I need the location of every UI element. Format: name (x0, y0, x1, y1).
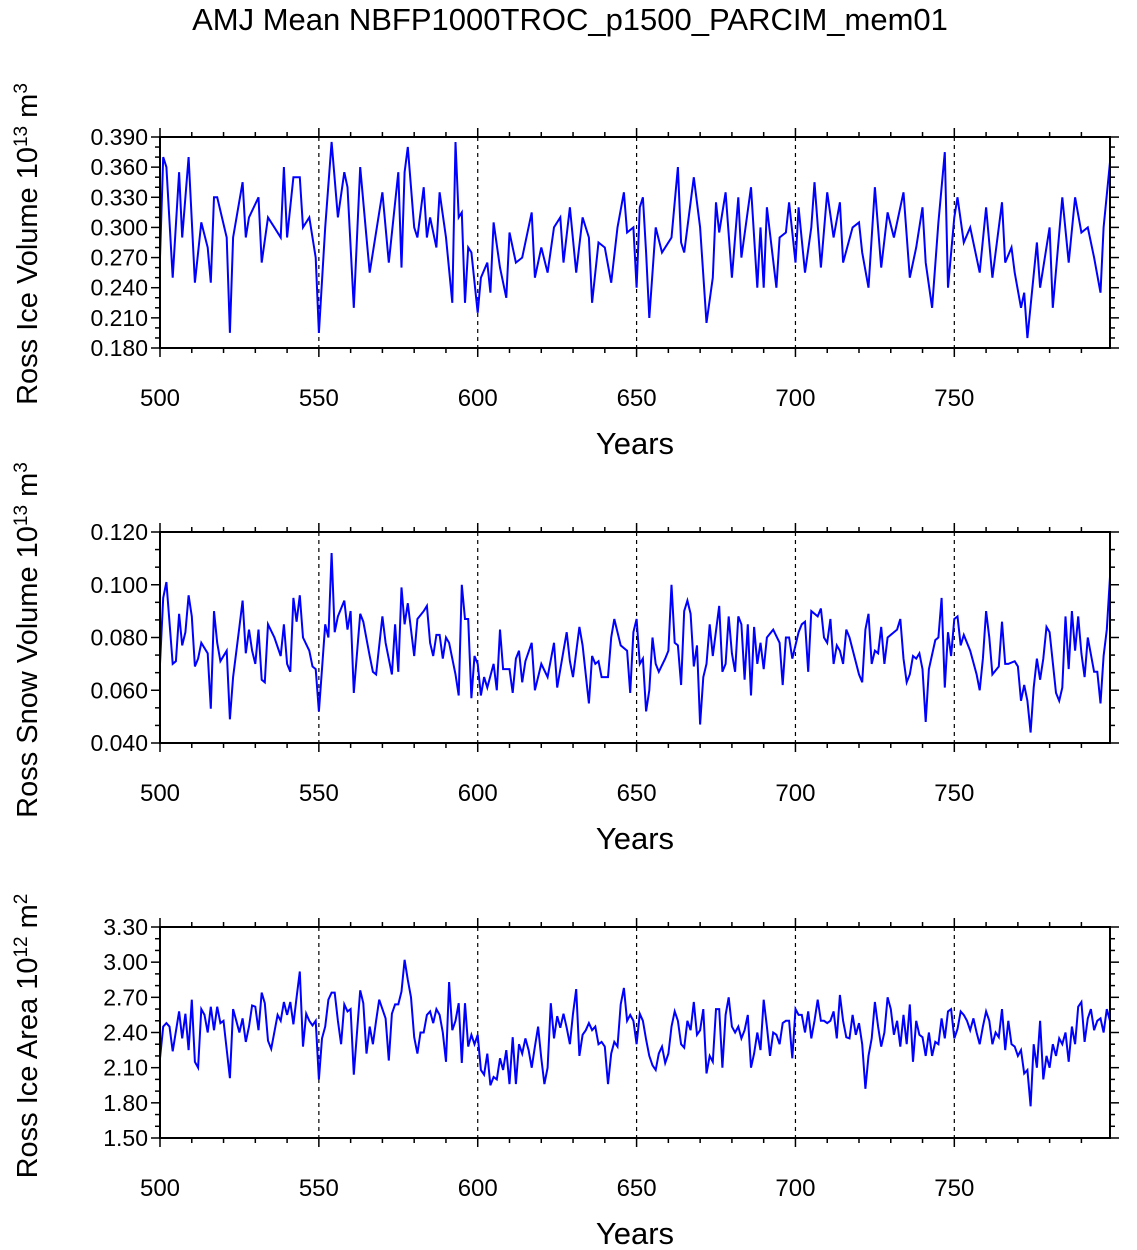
y-tick-label: 0.360 (90, 154, 148, 180)
x-tick-label: 700 (775, 385, 815, 412)
label-part: Ross Ice Area 10 (12, 958, 44, 1179)
y-tick-label: 3.00 (103, 949, 148, 975)
y-tick-label: 0.120 (90, 519, 148, 545)
x-tick-label: 550 (299, 780, 339, 807)
superscript: 13 (11, 126, 32, 147)
x-tick-label: 750 (934, 385, 974, 412)
y-tick-label: 3.30 (103, 914, 148, 940)
panel-1: 500 550 600 650 700 750 0.180 0.210 0.240 0.270 0.… (90, 124, 1119, 461)
x-tick-label: 600 (458, 385, 498, 412)
x-axis-label: Years (596, 821, 674, 856)
x-tick-label: 700 (775, 780, 815, 807)
x-tick-label: 500 (140, 780, 180, 807)
y-tick-label: 0.240 (90, 275, 148, 301)
plot-frame (159, 926, 1111, 1139)
panel-3: 500 550 600 650 700 750 1.50 1.80 2.10 2.40 2.70 3.… (103, 914, 1119, 1250)
y-tick-label: 0.180 (90, 335, 148, 361)
x-tick-label: 500 (140, 1175, 180, 1202)
y-tick-label: 1.80 (103, 1090, 148, 1116)
y-tick-label: 0.270 (90, 245, 148, 271)
superscript: 12 (11, 936, 32, 957)
label-part: m (12, 904, 44, 936)
y-axis-label-ice-volume: Ross Ice Volume 1013 m3 (11, 83, 45, 405)
x-tick-label: 750 (934, 780, 974, 807)
y-tick-label: 2.10 (103, 1055, 148, 1081)
x-tick-label: 700 (775, 1175, 815, 1202)
y-tick-label: 0.390 (90, 124, 148, 150)
label-part: Ross Ice Volume 10 (12, 147, 44, 405)
plot-frame (159, 531, 1111, 744)
x-tick-label: 650 (617, 780, 657, 807)
data-series-line (159, 141, 1111, 339)
y-tick-label: 0.330 (90, 184, 148, 210)
x-tick-label: 500 (140, 385, 180, 412)
label-part: m (12, 473, 44, 505)
chart-title: AMJ Mean NBFP1000TROC_p1500_PARCIM_mem01 (192, 2, 948, 37)
superscript: 2 (11, 894, 32, 905)
plot-frame (159, 136, 1111, 349)
label-part: Ross Snow Volume 10 (12, 526, 44, 818)
data-series-line (159, 553, 1111, 733)
y-tick-label: 0.300 (90, 214, 148, 240)
y-tick-label: 0.100 (90, 572, 148, 598)
y-axis-label-ice-area: Ross Ice Area 1012 m2 (11, 894, 45, 1179)
x-tick-label: 550 (299, 1175, 339, 1202)
superscript: 13 (11, 505, 32, 526)
y-tick-label: 0.060 (90, 677, 148, 703)
y-tick-label: 2.70 (103, 984, 148, 1010)
x-tick-label: 550 (299, 385, 339, 412)
x-tick-label: 600 (458, 780, 498, 807)
panel-2: 500 550 600 650 700 750 0.040 0.060 0.080 0.100 0.… (90, 519, 1119, 856)
y-tick-label: 2.40 (103, 1020, 148, 1046)
y-axis-label-snow-volume: Ross Snow Volume 1013 m3 (11, 462, 45, 818)
label-part: m (12, 94, 44, 126)
x-tick-label: 650 (617, 1175, 657, 1202)
y-tick-label: 0.210 (90, 305, 148, 331)
x-tick-label: 750 (934, 1175, 974, 1202)
y-tick-label: 0.040 (90, 730, 148, 756)
superscript: 3 (11, 462, 32, 473)
x-axis-label: Years (596, 426, 674, 461)
x-tick-label: 600 (458, 1175, 498, 1202)
y-tick-label: 0.080 (90, 625, 148, 651)
x-tick-label: 650 (617, 385, 657, 412)
x-axis-label: Years (596, 1216, 674, 1250)
y-tick-label: 1.50 (103, 1125, 148, 1151)
superscript: 3 (11, 83, 32, 94)
data-series-line (159, 959, 1111, 1107)
